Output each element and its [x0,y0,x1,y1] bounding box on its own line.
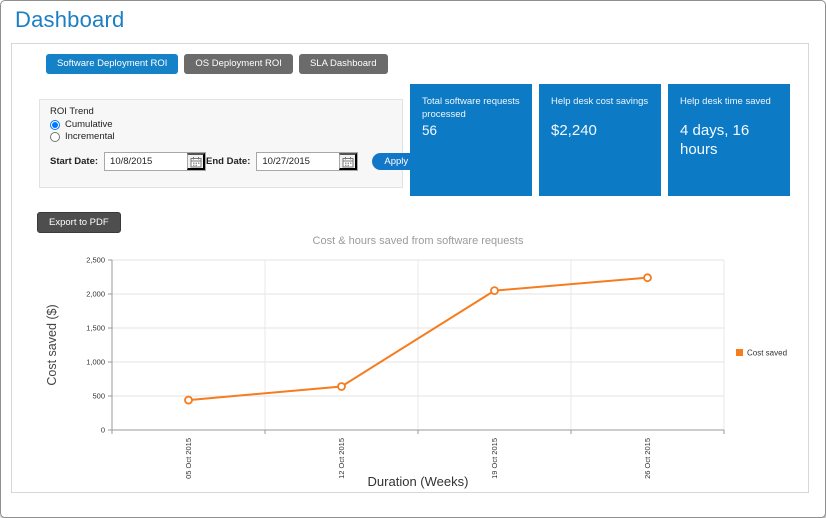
y-axis-title: Cost saved ($) [45,304,59,385]
data-point[interactable] [490,286,499,295]
tab-bar: Software Deployment ROI OS Deployment RO… [46,54,388,74]
kpi-cards: Total software requests processed 56 Hel… [410,84,790,196]
legend-label: Cost saved [747,349,787,358]
y-tick-label: 0 [101,426,105,435]
roi-trend-option-cumulative[interactable]: Cumulative [50,119,392,130]
roi-trend-filter-panel: ROI Trend Cumulative Incremental Start D… [39,99,421,188]
calendar-icon [342,156,354,167]
end-date-group [256,152,359,171]
y-tick-label: 1,000 [86,358,105,367]
kpi-value: 56 [422,122,438,138]
kpi-value: 4 days, 16 hours [680,122,750,159]
start-date-calendar-button[interactable] [187,153,206,170]
start-date-input[interactable] [105,153,188,170]
x-tick-label: 19 Oct 2015 [490,438,499,479]
dashboard-panel: Software Deployment ROI OS Deployment RO… [11,43,809,493]
x-tick-label: 12 Oct 2015 [337,438,346,479]
export-to-pdf-button[interactable]: Export to PDF [37,212,121,234]
data-point[interactable] [337,382,346,391]
x-tick-label: 26 Oct 2015 [643,438,652,479]
data-point[interactable] [643,273,652,283]
end-date-label: End Date: [206,156,251,167]
y-tick-label: 500 [92,392,105,401]
y-tick-label: 2,000 [86,290,105,299]
legend-swatch [736,349,743,356]
end-date-calendar-button[interactable] [339,153,358,170]
y-tick-label: 1,500 [86,324,105,333]
start-date-group [104,152,207,171]
kpi-card-cost-savings: Help desk cost savings $2,240 [539,84,661,196]
kpi-label: Help desk cost savings [551,96,649,107]
cumulative-radio-label: Cumulative [65,119,113,130]
calendar-icon [190,156,202,167]
x-axis-title: Duration (Weeks) [368,474,469,489]
apply-button[interactable]: Apply [372,152,421,171]
roi-trend-label: ROI Trend [50,106,94,117]
chart-title: Cost & hours saved from software request… [313,235,524,247]
tab-os-deployment-roi[interactable]: OS Deployment ROI [184,54,293,74]
kpi-value: $2,240 [551,122,597,140]
tab-sla-dashboard[interactable]: SLA Dashboard [298,54,388,74]
cost-saved-line-chart: Cost & hours saved from software request… [32,230,802,492]
page-title: Dashboard [15,7,125,32]
kpi-card-total-requests: Total software requests processed 56 [410,84,532,196]
tab-software-deployment-roi[interactable]: Software Deployment ROI [46,54,179,74]
y-tick-label: 2,500 [86,256,105,265]
kpi-label: Help desk time saved [680,96,771,107]
chart-canvas: Cost & hours saved from software request… [45,235,787,489]
incremental-radio[interactable] [50,131,60,142]
x-tick-label: 05 Oct 2015 [184,438,193,479]
end-date-input[interactable] [257,153,340,170]
start-date-label: Start Date: [50,156,99,167]
roi-trend-option-incremental[interactable]: Incremental [50,131,392,142]
date-range-row: Start Date: [50,152,421,171]
incremental-radio-label: Incremental [65,131,115,142]
series-line [188,276,648,402]
kpi-label: Total software requests processed [422,96,520,121]
data-point[interactable] [184,395,193,405]
kpi-card-time-saved: Help desk time saved 4 days, 16 hours [668,84,790,196]
cumulative-radio[interactable] [50,119,60,130]
